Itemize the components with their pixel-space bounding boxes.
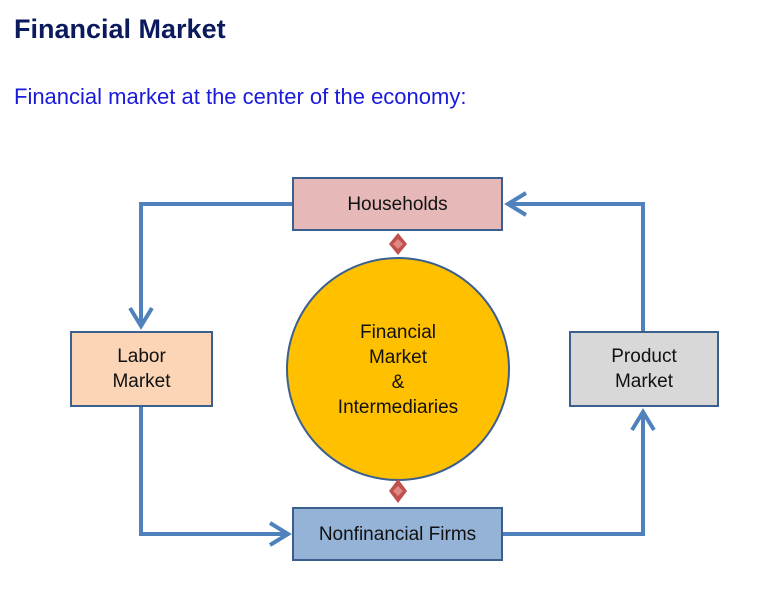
households-box: Households xyxy=(292,177,503,231)
connector-circle-firms xyxy=(389,479,407,503)
arrow-firms-to-product xyxy=(503,416,645,536)
labor-market-box: Labor Market xyxy=(70,331,213,407)
arrow-households-to-labor xyxy=(139,202,292,322)
arrow-labor-to-firms xyxy=(139,407,284,536)
arrowhead-firms xyxy=(268,521,292,547)
arrow-product-to-households xyxy=(512,202,645,331)
arrowhead-product xyxy=(630,408,656,432)
nonfinancial-firms-box: Nonfinancial Firms xyxy=(292,507,503,561)
financial-market-label: Financial Market & Intermediaries xyxy=(337,322,459,418)
arrowhead-labor xyxy=(128,306,154,330)
connector-households-circle xyxy=(389,233,407,255)
slide-subtitle: Financial market at the center of the ec… xyxy=(14,84,467,109)
slide-title: Financial Market xyxy=(14,14,226,44)
arrowhead-households xyxy=(504,191,528,217)
product-market-box: Product Market xyxy=(569,331,719,407)
